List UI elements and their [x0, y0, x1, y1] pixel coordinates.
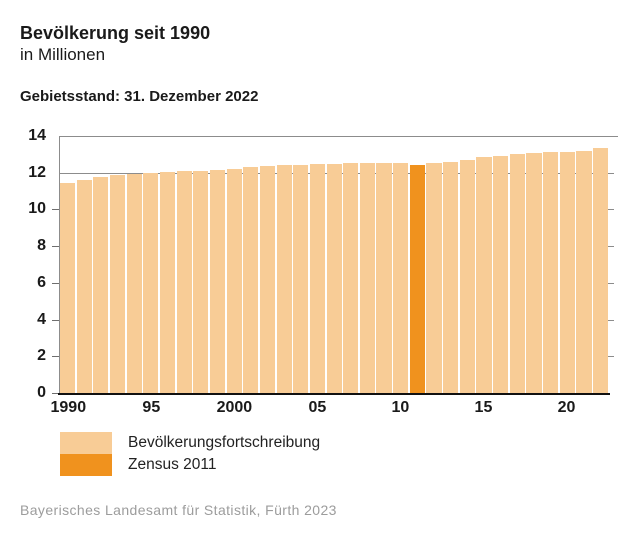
y-tick-right-6 [608, 282, 614, 284]
bar-2000 [226, 168, 242, 393]
y-tick-left-0 [52, 393, 59, 394]
y-tick-label-10: 10 [28, 200, 46, 218]
bar-2021 [576, 151, 592, 393]
x-tick-label-15: 15 [474, 399, 493, 416]
chart-subtitle: in Millionen [20, 45, 106, 64]
x-axis-line [58, 393, 610, 395]
chart-header: Bevölkerung seit 1990 in Millionen Gebie… [20, 22, 258, 105]
bar-2009 [376, 163, 392, 393]
bar-1991 [76, 180, 92, 393]
x-tick-label-2000: 2000 [216, 399, 253, 416]
bar-2004 [293, 164, 309, 393]
y-tick-left-4 [52, 319, 59, 321]
y-tick-right-4 [608, 319, 614, 321]
y-tick-label-6: 6 [37, 273, 46, 291]
bar-2007 [343, 163, 359, 393]
bar-2017 [509, 154, 525, 393]
legend: Bevölkerungsfortschreibung Zensus 2011 [60, 432, 320, 476]
bar-2008 [359, 163, 375, 393]
bar-1992 [93, 176, 109, 393]
bar-1993 [109, 175, 126, 393]
bar-2020 [559, 151, 575, 393]
y-tick-left-10 [52, 209, 59, 211]
bar-2012 [426, 163, 442, 393]
gridline-14 [60, 136, 618, 137]
y-tick-right-2 [608, 356, 614, 358]
bar-1990 [60, 182, 76, 393]
y-tick-right-12 [608, 172, 614, 174]
x-tick-label-05: 05 [308, 399, 327, 416]
y-tick-label-4: 4 [37, 310, 46, 328]
legend-swatch-fortschreibung [60, 432, 112, 454]
bar-1995 [143, 172, 159, 393]
y-tick-label-12: 12 [28, 163, 46, 181]
bar-2003 [276, 165, 292, 393]
legend-label-zensus: Zensus 2011 [128, 456, 217, 473]
bar-2005 [309, 164, 325, 393]
bar-2013 [443, 161, 459, 393]
bar-2002 [259, 165, 276, 393]
legend-swatches [60, 432, 112, 476]
x-tick-label-10: 10 [391, 399, 410, 416]
y-tick-left-8 [52, 246, 59, 248]
x-tick-label-95: 95 [142, 399, 161, 416]
bar-1998 [193, 171, 209, 393]
bar-2006 [326, 163, 342, 393]
y-tick-left-2 [52, 356, 59, 358]
x-tick-label-20: 20 [557, 399, 576, 416]
legend-swatch-zensus [60, 454, 112, 476]
bar-1999 [209, 169, 226, 393]
bar-1994 [126, 174, 142, 393]
bar-2022 [593, 147, 609, 393]
bar-2011 [409, 164, 425, 393]
legend-label-fortschreibung: Bevölkerungsfortschreibung [128, 434, 321, 451]
y-tick-left-6 [52, 282, 59, 284]
bar-2015 [476, 157, 492, 393]
bars-container [60, 136, 609, 393]
chart-title: Bevölkerung seit 1990 [20, 23, 211, 43]
chart-note: Gebietsstand: 31. Dezember 2022 [20, 88, 259, 105]
bar-2014 [459, 160, 475, 393]
y-tick-label-0: 0 [37, 384, 46, 401]
bar-2001 [243, 166, 259, 393]
bar-1996 [159, 171, 176, 393]
y-tick-label-8: 8 [37, 237, 46, 255]
y-tick-right-10 [608, 209, 614, 211]
y-tick-label-14: 14 [28, 127, 46, 144]
y-tick-label-2: 2 [37, 347, 46, 365]
y-axis-line [59, 136, 60, 394]
bar-2016 [493, 155, 509, 393]
x-tick-label-1990: 1990 [50, 399, 87, 416]
bar-1997 [176, 171, 192, 393]
legend-labels: Bevölkerungsfortschreibung Zensus 2011 [128, 432, 320, 476]
y-tick-right-8 [608, 246, 614, 248]
bar-2019 [543, 152, 559, 393]
bar-2010 [393, 162, 409, 393]
source-text: Bayerisches Landesamt für Statistik, Für… [20, 502, 337, 518]
bar-2018 [526, 152, 542, 393]
plot-area [60, 136, 618, 393]
